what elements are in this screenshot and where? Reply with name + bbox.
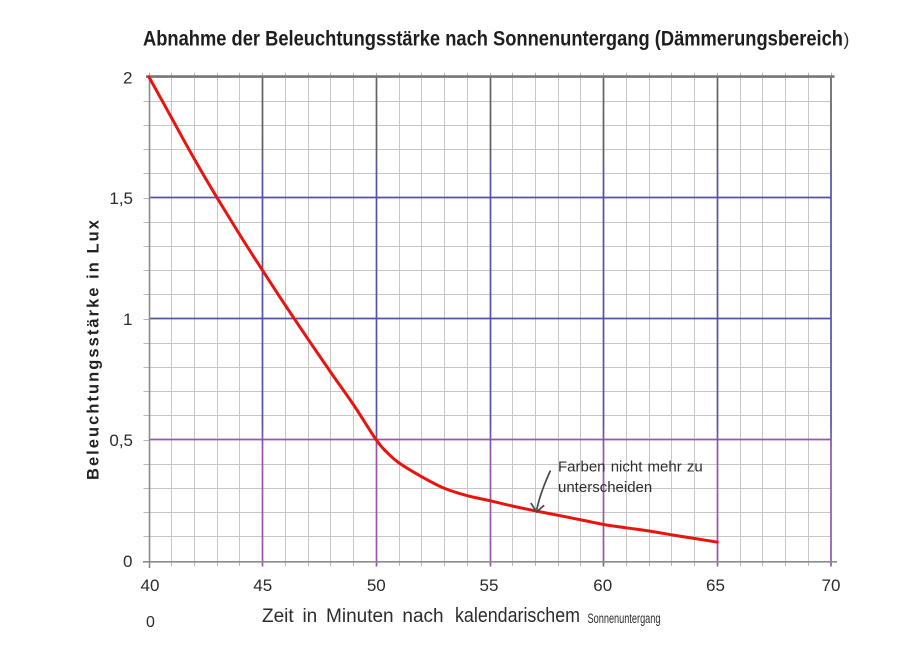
svg-text:Sonnenuntergang: Sonnenuntergang: [588, 611, 661, 626]
svg-text:0: 0: [123, 552, 132, 571]
svg-text:55: 55: [480, 576, 499, 595]
svg-text:Abnahme der Beleuchtungsstärke: Abnahme der Beleuchtungsstärke nach Sonn…: [143, 27, 843, 51]
svg-text:45: 45: [253, 576, 272, 595]
svg-text:Zeit in Minuten nach: Zeit in Minuten nach: [262, 606, 444, 627]
svg-text:60: 60: [593, 576, 612, 595]
svg-text:50: 50: [367, 576, 386, 595]
svg-text:0: 0: [146, 614, 155, 631]
svg-text:): ): [844, 30, 850, 50]
svg-text:65: 65: [706, 576, 725, 595]
svg-text:Farben nicht mehr zu: Farben nicht mehr zu: [558, 459, 703, 476]
svg-text:1: 1: [123, 310, 132, 329]
svg-text:40: 40: [141, 576, 160, 595]
svg-text:kalendarischem: kalendarischem: [455, 605, 580, 627]
svg-text:70: 70: [822, 576, 841, 595]
svg-text:0,5: 0,5: [109, 431, 133, 450]
svg-text:Beleuchtungsstärke in Lux: Beleuchtungsstärke in Lux: [85, 219, 103, 480]
svg-text:2: 2: [123, 68, 132, 87]
svg-text:1,5: 1,5: [109, 189, 133, 208]
svg-text:unterscheiden: unterscheiden: [558, 479, 652, 496]
